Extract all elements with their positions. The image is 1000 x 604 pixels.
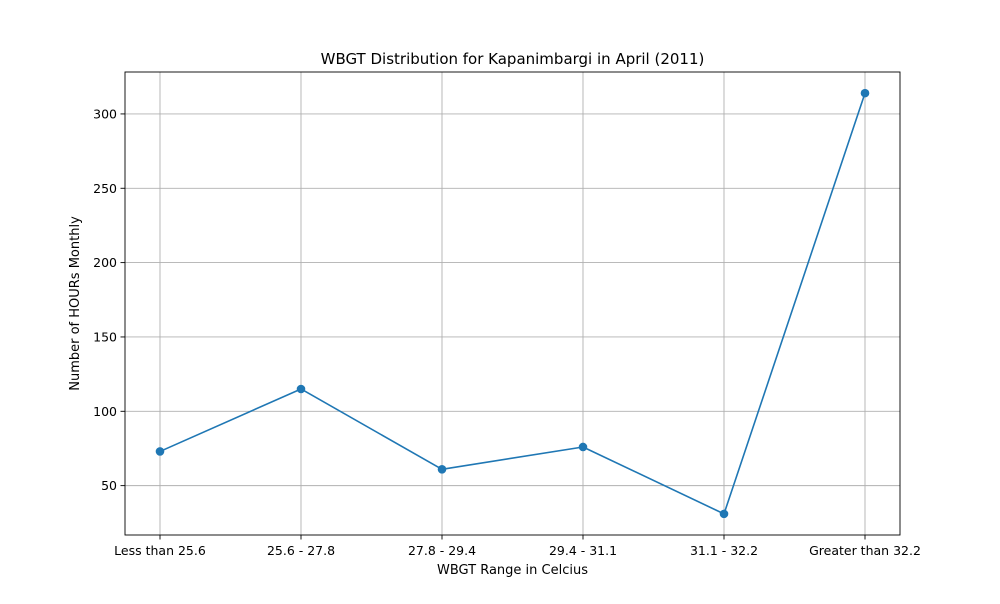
ticks-layer: 50 100 150 200 250 300 Less than 25.6 25.6 - 27… <box>93 106 921 558</box>
grid-layer <box>125 72 900 535</box>
data-point <box>860 88 870 98</box>
x-tick-label: 31.1 - 32.2 <box>690 543 758 558</box>
data-point <box>578 442 588 452</box>
plot-frame <box>124 71 901 536</box>
data-point <box>296 384 306 394</box>
data-point <box>437 464 447 474</box>
y-tick-label: 200 <box>93 255 117 270</box>
chart-title: WBGT Distribution for Kapanimbargi in Ap… <box>321 50 705 68</box>
data-point <box>155 447 165 456</box>
y-axis-label: Number of HOURs Monthly <box>68 216 83 391</box>
x-axis-label: WBGT Range in Celcius <box>437 563 588 578</box>
y-tick-label: 250 <box>93 181 117 196</box>
y-tick-label: 300 <box>93 106 117 121</box>
data-point <box>719 509 729 519</box>
series-layer <box>155 88 870 519</box>
x-tick-label: Greater than 32.2 <box>809 543 921 558</box>
x-tick-label: 25.6 - 27.8 <box>267 543 335 558</box>
y-tick-label: 100 <box>93 404 117 419</box>
y-tick-label: 50 <box>101 478 117 493</box>
series-line <box>159 92 866 515</box>
y-tick-label: 150 <box>93 329 117 344</box>
x-tick-label: Less than 25.6 <box>114 543 206 558</box>
x-tick-label: 27.8 - 29.4 <box>408 543 476 558</box>
x-tick-label: 29.4 - 31.1 <box>549 543 617 558</box>
